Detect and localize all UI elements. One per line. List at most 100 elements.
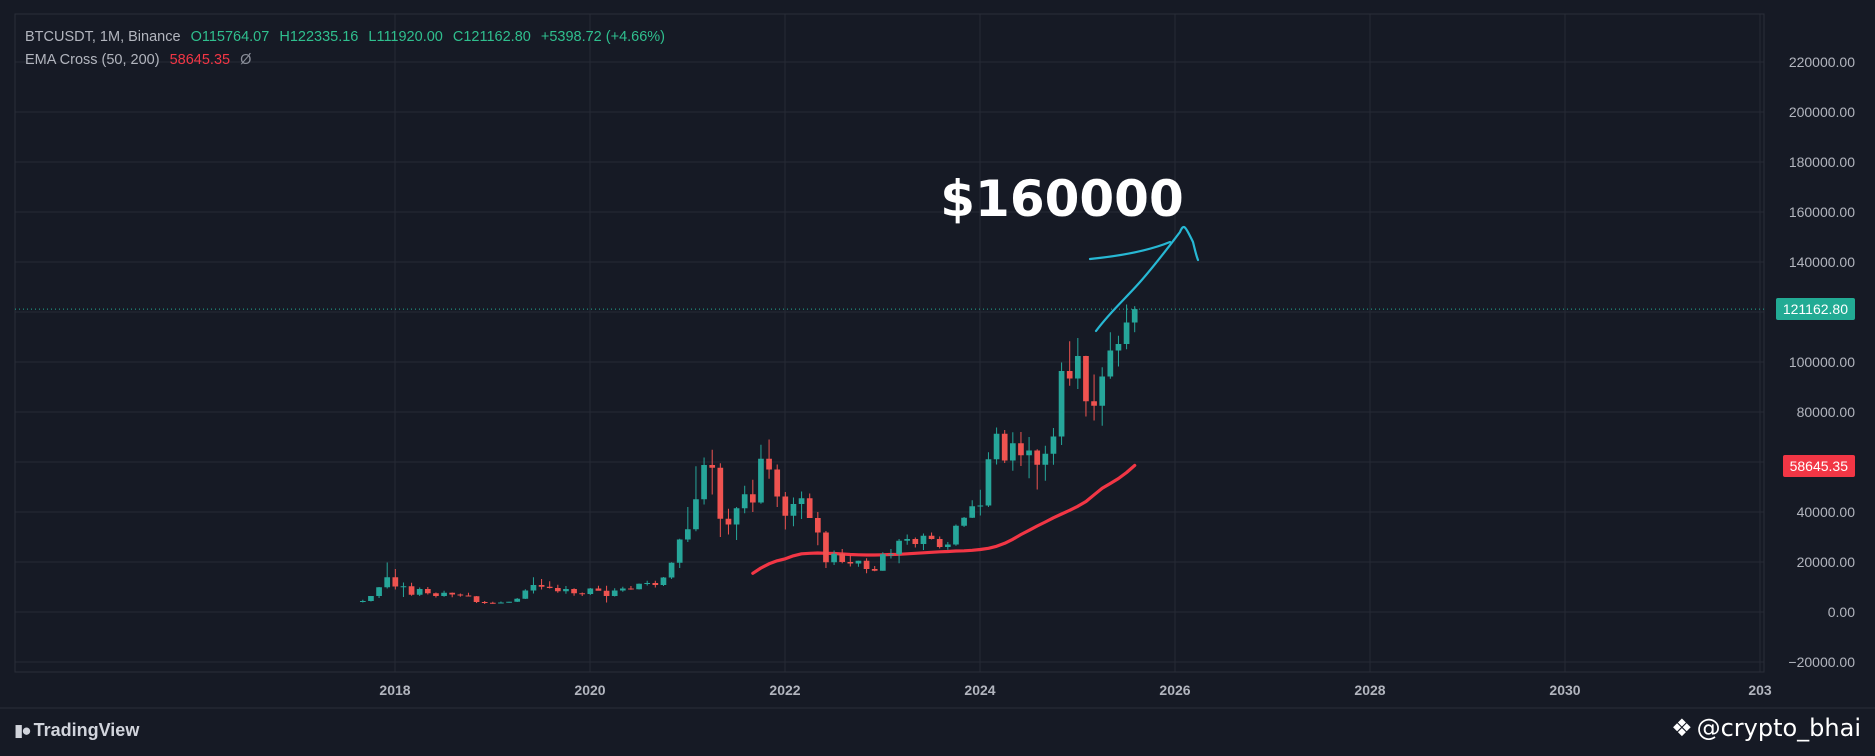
candle[interactable] — [912, 537, 919, 548]
candle[interactable] — [416, 587, 423, 597]
candle[interactable] — [359, 599, 366, 603]
candle[interactable] — [611, 588, 618, 597]
candle[interactable] — [481, 601, 488, 604]
indicator-legend-row[interactable]: EMA Cross (50, 200) 58645.35 Ø — [25, 49, 671, 72]
candle[interactable] — [1099, 367, 1106, 426]
candle[interactable] — [928, 532, 935, 540]
candle[interactable] — [522, 589, 529, 599]
candle[interactable] — [628, 586, 634, 590]
candle[interactable] — [392, 569, 399, 590]
candle[interactable] — [823, 531, 829, 568]
candle[interactable] — [1009, 432, 1016, 471]
candle[interactable] — [538, 579, 545, 590]
candle[interactable] — [1042, 445, 1049, 481]
candle[interactable] — [684, 507, 691, 542]
candle[interactable] — [441, 590, 447, 597]
candle[interactable] — [953, 524, 959, 546]
candle[interactable] — [871, 566, 878, 572]
candle[interactable] — [668, 562, 675, 579]
candle[interactable] — [1034, 449, 1041, 490]
candle[interactable] — [1001, 430, 1008, 463]
candle[interactable] — [774, 464, 781, 508]
candle[interactable] — [977, 489, 984, 516]
candle[interactable] — [1018, 432, 1024, 466]
candle[interactable] — [701, 457, 707, 505]
candle[interactable] — [985, 452, 992, 507]
candles[interactable] — [359, 304, 1138, 605]
candle[interactable] — [579, 592, 586, 597]
candle[interactable] — [449, 592, 456, 598]
candle[interactable] — [676, 538, 683, 568]
candle[interactable] — [896, 539, 902, 564]
candle[interactable] — [1123, 304, 1130, 350]
candle[interactable] — [1131, 306, 1138, 333]
candle[interactable] — [571, 588, 577, 596]
candle[interactable] — [863, 558, 870, 574]
candle[interactable] — [888, 549, 894, 559]
candle[interactable] — [1115, 335, 1122, 367]
candle[interactable] — [741, 485, 748, 514]
candle[interactable] — [433, 592, 439, 598]
candle[interactable] — [514, 598, 521, 602]
candle[interactable] — [798, 491, 805, 520]
candle[interactable] — [717, 463, 724, 537]
candle[interactable] — [709, 449, 716, 495]
candle[interactable] — [693, 466, 699, 532]
candle[interactable] — [733, 507, 740, 540]
indicator-name[interactable]: EMA Cross (50, 200) — [25, 52, 160, 68]
candle[interactable] — [855, 560, 862, 567]
candle[interactable] — [749, 479, 756, 512]
candle[interactable] — [506, 601, 512, 603]
candle[interactable] — [961, 517, 967, 527]
candle[interactable] — [790, 497, 797, 527]
price-axis[interactable]: −20000.000.0020000.0040000.0060000.00800… — [1788, 54, 1855, 670]
candle[interactable] — [1050, 428, 1057, 465]
candle[interactable] — [368, 596, 374, 602]
tradingview-logo[interactable]: ▮● TradingView — [14, 720, 139, 741]
candle[interactable] — [766, 439, 772, 479]
candle[interactable] — [619, 586, 626, 592]
candle[interactable] — [636, 583, 642, 590]
candle[interactable] — [969, 500, 976, 518]
candle[interactable] — [465, 592, 472, 597]
candle[interactable] — [936, 536, 943, 549]
candle[interactable] — [408, 582, 415, 596]
candle[interactable] — [758, 444, 764, 504]
candle[interactable] — [652, 580, 659, 588]
candle[interactable] — [993, 427, 1000, 465]
candle[interactable] — [587, 588, 594, 595]
candle[interactable] — [944, 542, 951, 550]
candle[interactable] — [1091, 374, 1097, 421]
time-axis[interactable]: 2018 2020 2022 2024 2026 2028 2030 203 — [379, 682, 1771, 698]
candle[interactable] — [489, 601, 496, 604]
candle[interactable] — [904, 534, 911, 545]
candle[interactable] — [563, 586, 569, 594]
candle[interactable] — [457, 593, 464, 597]
candle[interactable] — [1083, 355, 1089, 417]
candle[interactable] — [782, 492, 789, 530]
candle[interactable] — [554, 584, 561, 593]
candle[interactable] — [1026, 437, 1032, 479]
candle[interactable] — [847, 555, 854, 567]
candle[interactable] — [498, 601, 504, 604]
candle[interactable] — [1107, 332, 1114, 379]
candle[interactable] — [530, 577, 537, 594]
candle[interactable] — [595, 585, 602, 591]
candle[interactable] — [546, 581, 553, 589]
candle[interactable] — [424, 587, 431, 595]
candle[interactable] — [384, 562, 391, 589]
candle[interactable] — [660, 577, 667, 586]
candle[interactable] — [1066, 341, 1073, 386]
candle[interactable] — [603, 585, 610, 603]
candle[interactable] — [376, 587, 382, 598]
candle[interactable] — [1074, 338, 1081, 389]
candle[interactable] — [1058, 362, 1065, 446]
candle[interactable] — [400, 582, 407, 598]
candle[interactable] — [814, 512, 821, 546]
candle[interactable] — [473, 596, 480, 603]
candle[interactable] — [806, 493, 813, 519]
candle[interactable] — [839, 549, 846, 564]
candle[interactable] — [879, 552, 886, 571]
candle[interactable] — [644, 580, 651, 586]
